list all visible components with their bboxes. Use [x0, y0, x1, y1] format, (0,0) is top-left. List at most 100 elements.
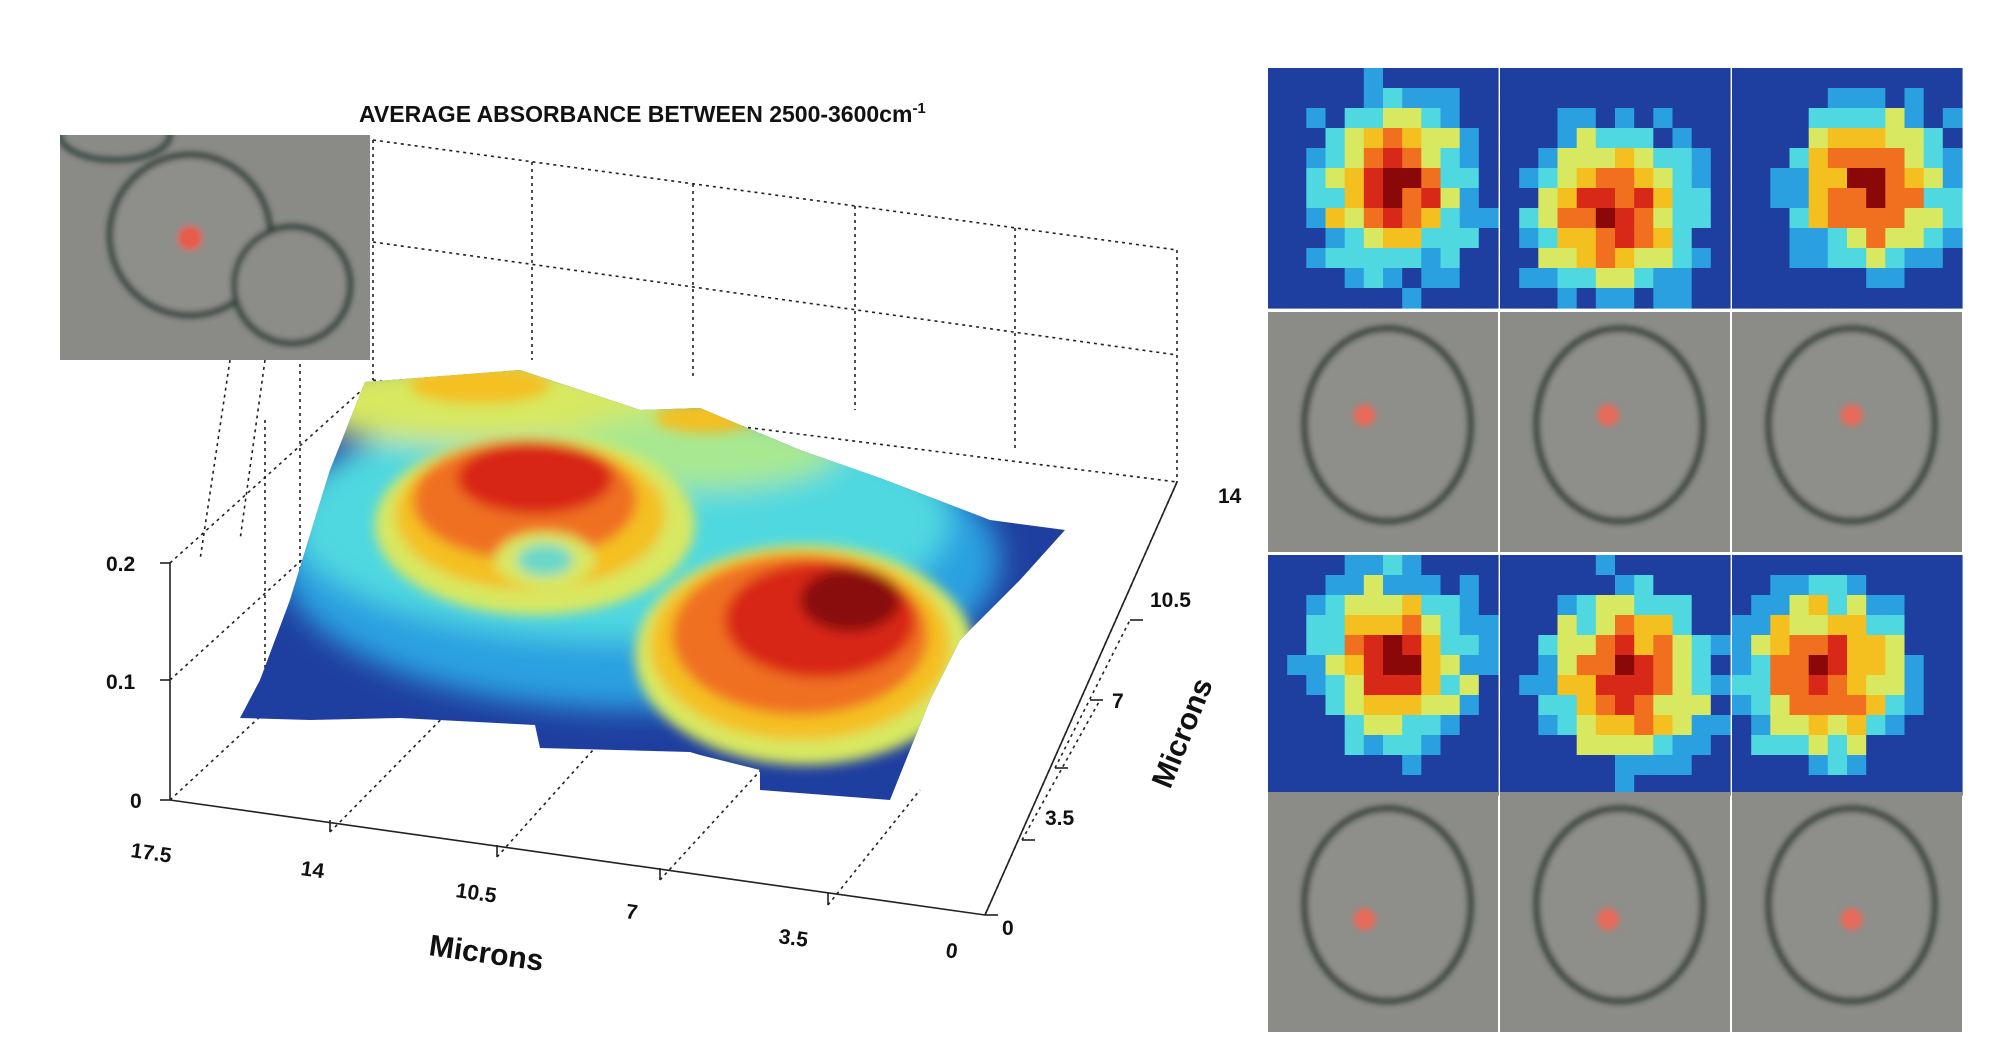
heatmap-cell — [1732, 248, 1752, 269]
heatmap-cell — [1576, 168, 1597, 189]
heatmap-cell — [1923, 268, 1944, 289]
heatmap-cell — [1866, 615, 1886, 636]
heatmap-cell — [1808, 555, 1829, 576]
heatmap-cell — [1770, 615, 1791, 636]
heatmap-cell — [1306, 228, 1327, 249]
heatmap-cell — [1268, 188, 1288, 209]
heatmap-cell — [1287, 68, 1307, 89]
heatmap-cell — [1808, 128, 1829, 149]
heatmap-cell — [1634, 108, 1654, 129]
heatmap-cell — [1615, 288, 1635, 309]
heatmap-cell — [1383, 248, 1403, 269]
heatmap-cell — [1615, 635, 1635, 656]
heatmap-cell — [1885, 695, 1906, 716]
heatmap-cell — [1789, 675, 1810, 696]
heatmap-cell — [1691, 68, 1712, 89]
heatmap-cell — [1615, 775, 1635, 796]
heatmap-cell — [1904, 655, 1925, 676]
heatmap-cell — [1847, 108, 1867, 129]
heatmap-cell — [1344, 188, 1365, 209]
heatmap-cell — [1789, 655, 1810, 676]
parasite-spot — [1353, 404, 1376, 427]
heatmap-cell — [1383, 68, 1403, 89]
heatmap-cell — [1672, 695, 1693, 716]
heatmap-cell — [1710, 228, 1731, 249]
heatmap-cell — [1363, 268, 1384, 289]
heatmap-cell — [1421, 715, 1442, 736]
heatmap-cell — [1402, 248, 1422, 269]
heatmap-cell — [1672, 268, 1693, 289]
heatmap-cell — [1538, 288, 1559, 309]
heatmap-cell — [1732, 228, 1752, 249]
heatmap-cell — [1519, 715, 1539, 736]
heatmap-cell — [1306, 775, 1327, 796]
heatmap-cell — [1478, 188, 1499, 209]
heatmap-cell — [1306, 655, 1327, 676]
heatmap-cell — [1402, 268, 1422, 289]
heatmap-cell — [1789, 148, 1810, 169]
heatmap-cell — [1363, 128, 1384, 149]
heatmap-cell — [1885, 268, 1906, 289]
heatmap-cell — [1500, 755, 1520, 776]
heatmap-cell — [1732, 635, 1752, 656]
heatmap-cell — [1904, 228, 1925, 249]
heatmap-cell — [1478, 248, 1499, 269]
heatmap-cell — [1383, 188, 1403, 209]
heatmap-cell — [1325, 595, 1346, 616]
heatmap-cell — [1847, 575, 1867, 596]
heatmap-cell — [1653, 108, 1674, 129]
heatmap-cell — [1557, 775, 1578, 796]
heatmap-cell — [1519, 635, 1539, 656]
heatmap-cell — [1440, 128, 1461, 149]
heatmap-cell — [1576, 248, 1597, 269]
heatmap-cell — [1866, 755, 1886, 776]
heatmap-cell — [1827, 208, 1848, 229]
heatmap-cell — [1904, 715, 1925, 736]
heatmap-cell — [1268, 775, 1288, 796]
heatmap-cell — [1789, 595, 1810, 616]
heatmap-cell — [1751, 635, 1771, 656]
heatmap-cell — [1770, 228, 1791, 249]
heatmap-cell — [1421, 655, 1442, 676]
heatmap-cell — [1653, 148, 1674, 169]
heatmap-cell — [1325, 68, 1346, 89]
heatmap-cell — [1885, 168, 1906, 189]
heatmap-cell — [1325, 615, 1346, 636]
heatmap-cell — [1885, 555, 1906, 576]
heatmap-cell — [1306, 268, 1327, 289]
heatmap-cell — [1615, 68, 1635, 89]
heatmap-cell — [1653, 775, 1674, 796]
heatmap-cell — [1904, 208, 1925, 229]
heatmap-cell — [1557, 148, 1578, 169]
heatmap-cell — [1904, 108, 1925, 129]
heatmap-cell — [1634, 168, 1654, 189]
heatmap-cell — [1904, 735, 1925, 756]
heatmap-cell — [1827, 228, 1848, 249]
heatmap-cell — [1885, 655, 1906, 676]
heatmap-cell — [1942, 188, 1963, 209]
heatmap-cell — [1885, 88, 1906, 109]
heatmap-cell — [1885, 715, 1906, 736]
heatmap-cell — [1344, 755, 1365, 776]
heatmap-cell — [1672, 168, 1693, 189]
heatmap-cell — [1500, 288, 1520, 309]
blood-cell-outline — [1301, 325, 1474, 524]
heatmap-cell — [1576, 88, 1597, 109]
heatmap-cell — [1478, 755, 1499, 776]
heatmap-cell — [1710, 655, 1731, 676]
heatmap-cell — [1478, 635, 1499, 656]
heatmap-cell — [1808, 248, 1829, 269]
heatmap-cell — [1847, 635, 1867, 656]
heatmap-cell — [1557, 68, 1578, 89]
heatmap-cell — [1478, 168, 1499, 189]
heatmap-cell — [1576, 148, 1597, 169]
heatmap-cell — [1615, 615, 1635, 636]
heatmap-cell — [1672, 108, 1693, 129]
heatmap-cell — [1827, 168, 1848, 189]
heatmap-cell — [1923, 735, 1944, 756]
heatmap-cell — [1672, 555, 1693, 576]
heatmap-cell — [1363, 188, 1384, 209]
heatmap-cell — [1923, 68, 1944, 89]
heatmap-cell — [1344, 595, 1365, 616]
heatmap-cell — [1634, 555, 1654, 576]
